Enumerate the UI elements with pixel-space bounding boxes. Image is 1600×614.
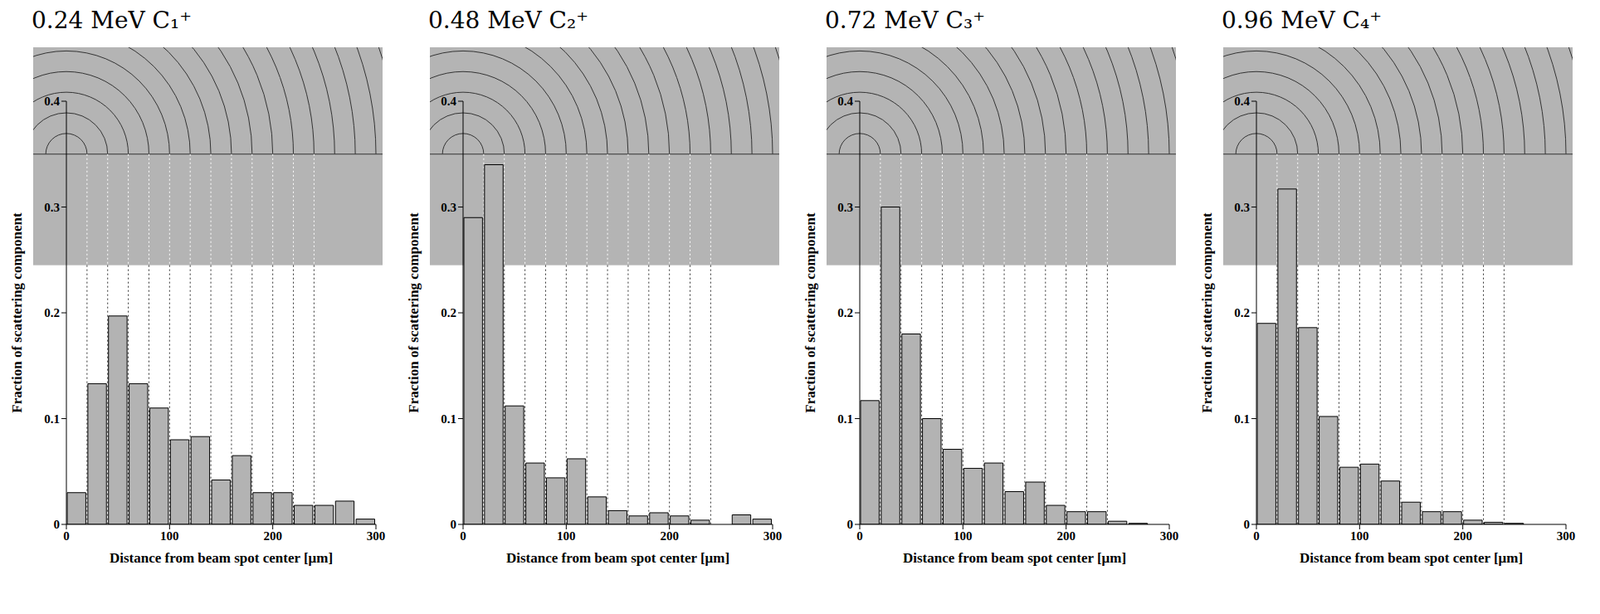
- svg-text:0: 0: [856, 529, 864, 543]
- svg-text:Distance from beam spot center: Distance from beam spot center [μm]: [506, 550, 730, 566]
- svg-text:300: 300: [366, 529, 386, 543]
- svg-text:200: 200: [263, 529, 283, 543]
- svg-text:0.2: 0.2: [43, 306, 60, 320]
- svg-text:0: 0: [1253, 529, 1260, 543]
- svg-text:0.1: 0.1: [440, 412, 457, 426]
- svg-text:0: 0: [847, 517, 854, 532]
- svg-text:0: 0: [1243, 517, 1251, 532]
- svg-text:200: 200: [1056, 529, 1076, 543]
- svg-text:0.3: 0.3: [43, 200, 60, 215]
- svg-text:0.2: 0.2: [440, 306, 457, 320]
- svg-text:0.4: 0.4: [440, 94, 457, 108]
- html-text:0.48 MeV C₂⁺: 0.48 MeV C₂⁺: [428, 6, 589, 35]
- html-text:0.96 MeV C₄⁺: 0.96 MeV C₄⁺: [1221, 6, 1382, 35]
- svg-text:300: 300: [1160, 529, 1180, 543]
- svg-text:0: 0: [53, 517, 61, 532]
- svg-text:0.1: 0.1: [837, 412, 854, 426]
- svg-text:0.1: 0.1: [43, 412, 60, 426]
- svg-text:100: 100: [1350, 529, 1370, 543]
- svg-text:0.3: 0.3: [837, 200, 854, 215]
- svg-text:Distance from beam spot center: Distance from beam spot center [μm]: [902, 550, 1127, 566]
- svg-text:Fraction of scattering compone: Fraction of scattering component: [9, 212, 25, 414]
- svg-text:0.1: 0.1: [1234, 412, 1250, 426]
- svg-text:Distance from beam spot center: Distance from beam spot center [μm]: [109, 550, 333, 566]
- svg-text:100: 100: [556, 529, 576, 543]
- svg-text:0.3: 0.3: [1234, 200, 1250, 215]
- svg-text:Fraction of scattering compone: Fraction of scattering component: [1199, 212, 1215, 414]
- svg-text:200: 200: [659, 529, 679, 543]
- svg-text:100: 100: [953, 529, 973, 543]
- svg-text:0: 0: [63, 529, 70, 543]
- svg-text:0.4: 0.4: [43, 94, 60, 108]
- html-text:0.24 MeV C₁⁺: 0.24 MeV C₁⁺: [31, 6, 192, 35]
- svg-text:0.2: 0.2: [837, 306, 854, 320]
- svg-text:200: 200: [1453, 529, 1473, 543]
- svg-text:0.4: 0.4: [837, 94, 854, 108]
- html-text:0.72 MeV C₃⁺: 0.72 MeV C₃⁺: [824, 6, 986, 35]
- svg-text:Fraction of scattering compone: Fraction of scattering component: [802, 212, 819, 414]
- svg-text:0.4: 0.4: [1234, 94, 1250, 108]
- svg-text:0: 0: [459, 529, 467, 543]
- svg-text:0.2: 0.2: [1234, 306, 1250, 320]
- svg-text:300: 300: [1556, 529, 1576, 543]
- svg-text:Fraction of scattering compone: Fraction of scattering component: [405, 212, 422, 414]
- svg-text:0.3: 0.3: [440, 200, 457, 215]
- svg-text:Distance from beam spot center: Distance from beam spot center [μm]: [1299, 550, 1523, 566]
- svg-text:100: 100: [160, 529, 180, 543]
- svg-text:0: 0: [450, 517, 458, 532]
- svg-text:300: 300: [763, 529, 783, 543]
